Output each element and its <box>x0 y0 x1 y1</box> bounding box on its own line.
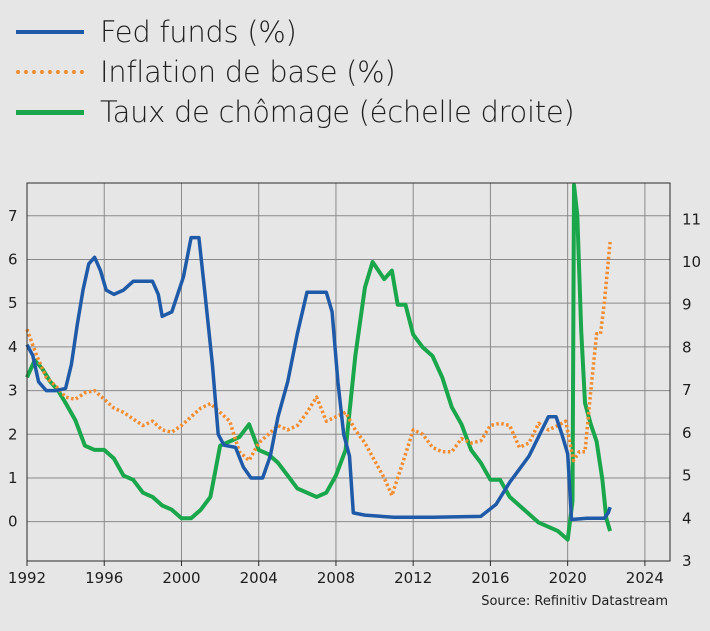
x-tick-label: 2016 <box>471 569 509 587</box>
y-left-tick-label: 4 <box>8 338 18 356</box>
plot-frame <box>26 182 671 562</box>
y-left-tick-label: 5 <box>8 294 18 312</box>
y-right-tick-label: 9 <box>682 296 692 314</box>
legend-item-fed-funds: Fed funds (%) <box>16 12 574 52</box>
legend-swatch-core-inflation <box>16 70 84 74</box>
x-tick-label: 2004 <box>240 569 278 587</box>
y-right-tick-label: 7 <box>682 381 692 399</box>
series-core-inflation-line <box>25 241 612 498</box>
x-tick-label: 2012 <box>394 569 432 587</box>
legend-swatch-unemployment <box>16 109 84 115</box>
y-left-tick-label: 0 <box>8 513 18 531</box>
y-left-tick-label: 3 <box>8 382 18 400</box>
y-right-tick-label: 6 <box>682 424 692 442</box>
y-left-tick-label: 7 <box>8 207 18 225</box>
legend-item-core-inflation: Inflation de base (%) <box>16 52 574 92</box>
series-unemployment-line <box>25 183 613 542</box>
y-right-tick-label: 4 <box>682 509 692 527</box>
legend: Fed funds (%) Inflation de base (%) Taux… <box>16 12 575 132</box>
x-tick-label: 2020 <box>549 569 587 587</box>
axis-ticks: 1992 1996 2000 2004 2008 2012 2016 2020 2024 0 1 2 3… <box>8 207 701 587</box>
y-right-tick-label: 11 <box>682 210 701 228</box>
legend-label-fed-funds: Fed funds (%) <box>100 15 297 49</box>
y-right-tick-label: 10 <box>682 253 701 271</box>
x-tick-label: 2008 <box>317 569 355 587</box>
series-lines <box>25 183 613 542</box>
y-left-tick-label: 6 <box>8 250 18 268</box>
x-tick-label: 2024 <box>626 569 664 587</box>
series-fed-funds-line <box>25 235 612 522</box>
legend-item-unemployment: Taux de chômage (échelle droite) <box>16 92 575 132</box>
y-right-tick-label: 8 <box>682 338 692 356</box>
legend-label-core-inflation: Inflation de base (%) <box>100 55 396 89</box>
x-tick-label: 1996 <box>85 569 123 587</box>
x-tick-label: 2000 <box>162 569 200 587</box>
legend-label-unemployment: Taux de chômage (échelle droite) <box>100 95 575 129</box>
x-tick-label: 1992 <box>8 569 46 587</box>
y-right-tick-label: 3 <box>682 552 692 570</box>
legend-swatch-fed-funds <box>16 30 84 34</box>
source-note: Source: Refinitiv Datastream <box>481 594 668 609</box>
y-left-tick-label: 1 <box>8 469 18 487</box>
y-right-tick-label: 5 <box>682 467 692 485</box>
y-left-tick-label: 2 <box>8 425 18 443</box>
